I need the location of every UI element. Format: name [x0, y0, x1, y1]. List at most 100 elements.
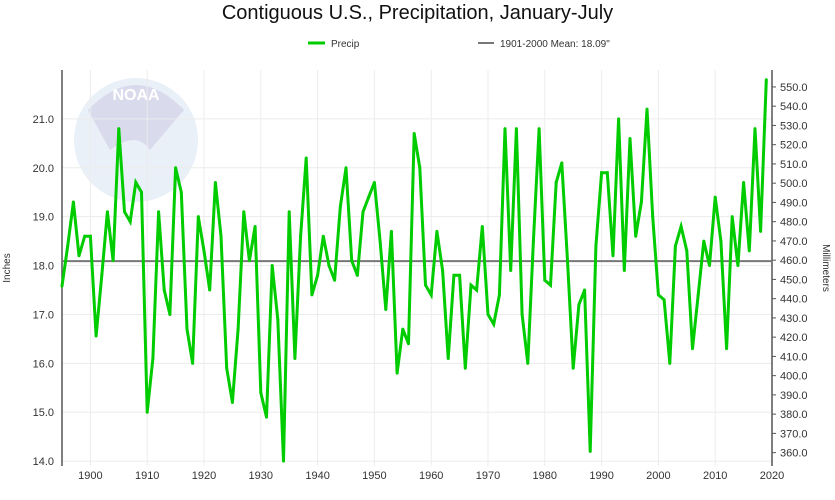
data-point: [651, 215, 655, 219]
data-point: [418, 166, 422, 170]
data-point: [571, 366, 575, 370]
data-point: [747, 249, 751, 253]
data-point: [622, 268, 626, 272]
data-point: [310, 293, 314, 297]
data-point: [497, 293, 501, 297]
data-point: [247, 259, 251, 263]
y2-tick-label: 540.0: [780, 101, 808, 113]
legend-label-precip: Precip: [331, 39, 360, 50]
y2-axis-title: Millimeters: [820, 244, 831, 292]
x-tick-label: 1980: [533, 470, 557, 482]
data-point: [111, 259, 115, 263]
data-point: [333, 278, 337, 282]
data-point: [736, 264, 740, 268]
data-point: [566, 259, 570, 263]
data-point: [282, 459, 286, 463]
data-point: [316, 273, 320, 277]
data-point: [145, 410, 149, 414]
y2-tick-label: 360.0: [780, 448, 808, 460]
data-point: [401, 327, 405, 331]
y-tick-label: 17.0: [33, 309, 54, 321]
data-point: [696, 293, 700, 297]
data-point: [157, 210, 161, 214]
x-tick-label: 1950: [362, 470, 386, 482]
data-point: [213, 180, 217, 184]
data-point: [429, 293, 433, 297]
data-point: [105, 210, 109, 214]
data-point: [537, 127, 541, 131]
data-point: [140, 190, 144, 194]
y2-tick-label: 400.0: [780, 371, 808, 383]
data-point: [617, 117, 621, 121]
data-point: [344, 166, 348, 170]
data-point: [531, 239, 535, 243]
data-point: [543, 278, 547, 282]
y-axis-title: Inches: [2, 253, 13, 282]
data-point: [242, 210, 246, 214]
y2-tick-label: 450.0: [780, 274, 808, 286]
data-point: [594, 244, 598, 248]
data-point: [673, 244, 677, 248]
y2-tick-label: 550.0: [780, 82, 808, 94]
data-point: [361, 210, 365, 214]
data-point: [730, 215, 734, 219]
data-point: [378, 239, 382, 243]
y2-tick-label: 420.0: [780, 332, 808, 344]
data-point: [122, 210, 126, 214]
y-tick-label: 21.0: [33, 114, 54, 126]
data-point: [475, 288, 479, 292]
x-tick-label: 1910: [135, 470, 159, 482]
data-point: [764, 78, 768, 82]
data-point: [94, 334, 98, 338]
data-point: [389, 229, 393, 233]
data-point: [225, 366, 229, 370]
data-point: [668, 361, 672, 365]
y2-tick-label: 460.0: [780, 255, 808, 267]
data-point: [327, 264, 331, 268]
y-tick-label: 14.0: [33, 456, 54, 468]
data-point: [583, 288, 587, 292]
data-point: [151, 356, 155, 360]
data-point: [179, 190, 183, 194]
data-point: [196, 215, 200, 219]
data-point: [66, 244, 70, 248]
data-point: [441, 268, 445, 272]
data-point: [645, 107, 649, 111]
data-point: [191, 361, 195, 365]
data-point: [134, 180, 138, 184]
data-point: [88, 234, 92, 238]
data-point: [492, 322, 496, 326]
y2-tick-label: 520.0: [780, 140, 808, 152]
data-point: [168, 312, 172, 316]
data-point: [304, 156, 308, 160]
data-point: [560, 161, 564, 165]
data-point: [128, 220, 132, 224]
data-point: [100, 273, 104, 277]
data-point: [679, 224, 683, 228]
data-point: [486, 312, 490, 316]
data-point: [276, 317, 280, 321]
y-tick-label: 20.0: [33, 163, 54, 175]
data-point: [514, 127, 518, 131]
data-point: [259, 391, 263, 395]
y2-tick-label: 510.0: [780, 159, 808, 171]
y2-tick-label: 390.0: [780, 390, 808, 402]
x-tick-label: 2020: [760, 470, 784, 482]
data-point: [83, 234, 87, 238]
x-tick-label: 2000: [646, 470, 670, 482]
data-point: [117, 127, 121, 131]
data-point: [338, 205, 342, 209]
data-point: [719, 239, 723, 243]
y2-tick-label: 380.0: [780, 409, 808, 421]
data-point: [639, 200, 643, 204]
data-point: [435, 229, 439, 233]
data-point: [526, 361, 530, 365]
data-point: [230, 400, 234, 404]
data-point: [520, 312, 524, 316]
chart-title: Contiguous U.S., Precipitation, January-…: [221, 2, 614, 24]
data-point: [424, 283, 428, 287]
y2-tick-label: 370.0: [780, 428, 808, 440]
data-point: [264, 415, 268, 419]
data-point: [463, 366, 467, 370]
data-point: [611, 254, 615, 258]
